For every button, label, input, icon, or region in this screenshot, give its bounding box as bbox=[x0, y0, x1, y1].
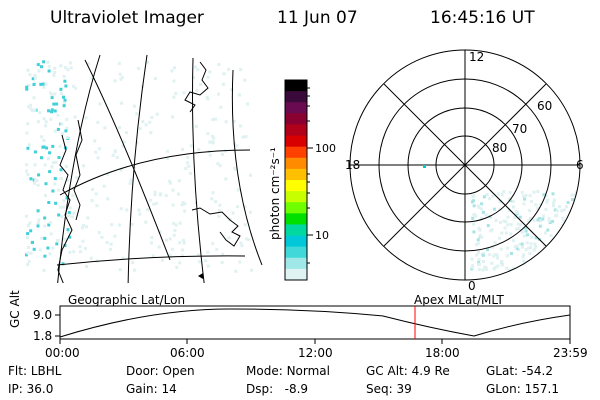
colorbar-unit-label: photon cm⁻²s⁻¹ bbox=[268, 147, 282, 240]
colorbar-tick-100: 100 bbox=[315, 142, 336, 155]
colorbar-swatch bbox=[285, 135, 307, 148]
timeline-xtick-1800: 18:00 bbox=[425, 346, 460, 360]
timeline-right-title: Apex MLat/MLT bbox=[414, 293, 504, 307]
coastline-outline bbox=[57, 61, 241, 283]
timeline-xtick-2359: 23:59 bbox=[553, 346, 588, 360]
status-dsp: Dsp: -8.9 bbox=[246, 382, 309, 396]
status-filter: Flt: LBHL bbox=[8, 364, 62, 378]
colorbar-swatch bbox=[285, 146, 307, 159]
colorbar-swatch bbox=[285, 180, 307, 192]
mlt-label-18: 18 bbox=[345, 158, 360, 172]
colorbar-swatch bbox=[285, 213, 307, 225]
status-glon: GLon: 157.1 bbox=[486, 382, 559, 396]
colorbar-swatch bbox=[285, 235, 307, 248]
status-ip: IP: 36.0 bbox=[8, 382, 54, 396]
colorbar-swatch bbox=[285, 268, 307, 281]
instrument-title: Ultraviolet Imager bbox=[50, 8, 204, 28]
status-seq: Seq: 39 bbox=[366, 382, 412, 396]
colorbar-tick-10: 10 bbox=[315, 229, 329, 242]
mlat-label-70: 70 bbox=[512, 122, 527, 136]
status-glat: GLat: -54.2 bbox=[486, 364, 553, 378]
mlat-label-80: 80 bbox=[492, 141, 507, 155]
status-door: Door: Open bbox=[126, 364, 195, 378]
mlt-label-0: 0 bbox=[468, 279, 476, 293]
lat-lon-grid bbox=[56, 54, 263, 283]
colorbar-swatch bbox=[285, 168, 307, 181]
colorbar-swatch bbox=[285, 113, 307, 125]
colorbar: 100 10 photon cm⁻²s⁻¹ bbox=[268, 79, 336, 281]
timeline-xtick-1200: 12:00 bbox=[298, 346, 333, 360]
colorbar-swatch bbox=[285, 157, 307, 170]
colorbar-swatch bbox=[285, 91, 307, 103]
status-mode: Mode: Normal bbox=[246, 364, 330, 378]
altitude-timeline bbox=[55, 305, 571, 344]
colorbar-swatch bbox=[285, 191, 307, 203]
mlt-label-6: 6 bbox=[576, 158, 584, 172]
colorbar-swatch bbox=[285, 80, 307, 92]
timeline-y-axis-label: GC Alt bbox=[8, 290, 22, 328]
uv-emission-speckle bbox=[25, 60, 253, 273]
colorbar-swatch bbox=[285, 257, 307, 270]
timeline-xtick-0600: 06:00 bbox=[170, 346, 205, 360]
polar-emission-speckle bbox=[470, 190, 580, 273]
colorbar-swatch bbox=[285, 124, 307, 137]
colorbar-swatch bbox=[285, 102, 307, 114]
geographic-image-panel bbox=[25, 54, 263, 283]
status-gc-alt: GC Alt: 4.9 Re bbox=[366, 364, 450, 378]
colorbar-swatch bbox=[285, 246, 307, 259]
polar-mlat-mlt-plot: 12 18 6 0 60 70 80 bbox=[345, 49, 584, 293]
altitude-curve bbox=[59, 308, 571, 338]
time-label: 16:45:16 UT bbox=[430, 8, 535, 28]
colorbar-swatch bbox=[285, 224, 307, 237]
timeline-xtick-0000: 00:00 bbox=[45, 346, 80, 360]
polar-dot bbox=[423, 165, 426, 168]
mlt-label-12: 12 bbox=[469, 50, 484, 64]
small-marker-icon bbox=[198, 273, 203, 279]
timeline-ytick-1-8: 1.8 bbox=[33, 329, 53, 343]
timeline-ytick-9: 9.0 bbox=[33, 308, 53, 322]
colorbar-swatch bbox=[285, 202, 307, 214]
mlat-label-60: 60 bbox=[537, 99, 552, 113]
date-label: 11 Jun 07 bbox=[277, 8, 358, 28]
status-gain: Gain: 14 bbox=[126, 382, 177, 396]
timeline-left-title: Geographic Lat/Lon bbox=[68, 293, 186, 307]
